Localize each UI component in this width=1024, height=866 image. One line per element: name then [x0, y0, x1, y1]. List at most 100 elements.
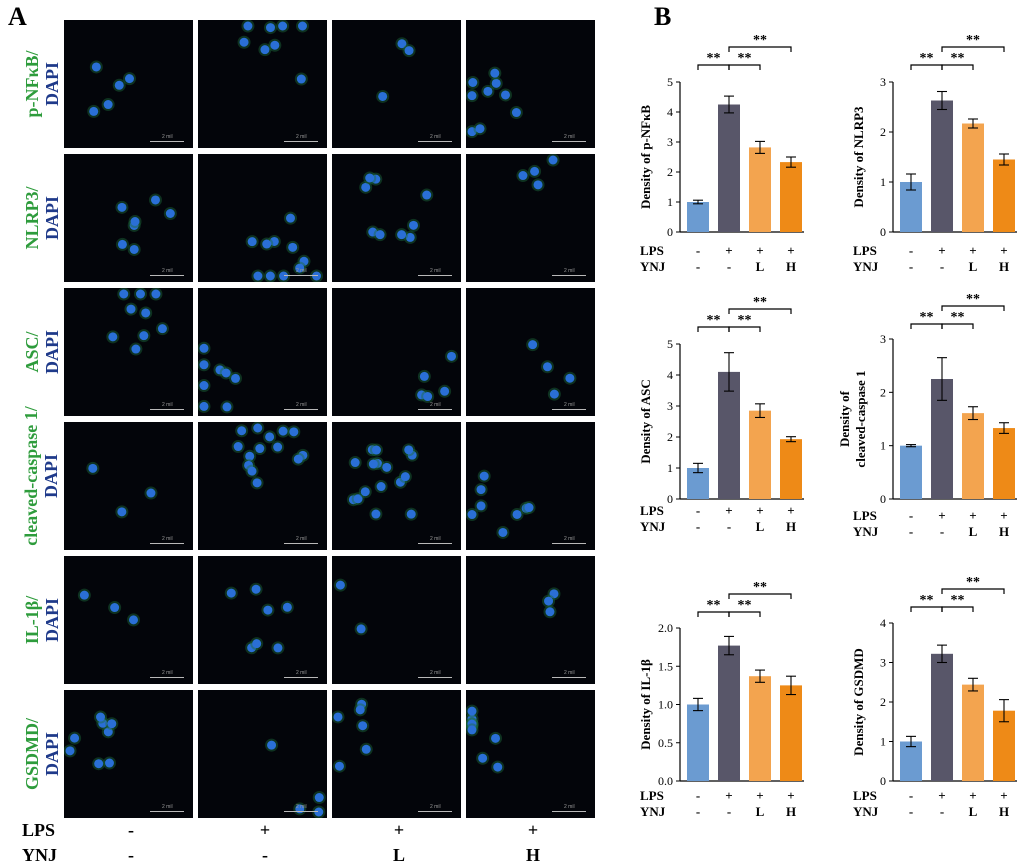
scale-text: 2 mil: [430, 536, 441, 542]
y-tick-label: 3: [880, 332, 886, 346]
micrograph-cell: 2 mil: [198, 556, 327, 684]
ynj-category: H: [786, 519, 796, 534]
ynj-category: H: [999, 259, 1009, 274]
y-axis-label: Density of ASC: [638, 379, 653, 464]
significance-label: **: [951, 593, 965, 608]
scale-bar: [552, 409, 586, 410]
ynj-category: -: [727, 519, 731, 534]
scale-text: 2 mil: [162, 134, 173, 140]
ynj-category: -: [940, 524, 944, 539]
significance-label: **: [707, 598, 721, 613]
bar: [993, 710, 1015, 781]
cell-nucleus: [79, 590, 89, 600]
panel-b-label: B: [654, 2, 672, 31]
cell-nucleus: [282, 602, 292, 612]
cell-nucleus: [368, 227, 378, 237]
cell-nucleus: [498, 527, 508, 537]
cell-nuclei: [64, 710, 119, 771]
cell-nucleus: [117, 202, 127, 212]
cell-nucleus: [267, 740, 277, 750]
cell-nucleus: [199, 343, 209, 353]
scale-bar: [418, 409, 452, 410]
y-tick-label: 3: [880, 75, 886, 89]
cell-nucleus: [296, 74, 306, 84]
lps-category: +: [756, 503, 763, 518]
scale-bar: [150, 409, 184, 410]
y-axis-label: Density of GSDMD: [851, 648, 866, 756]
cell-nucleus: [365, 173, 375, 183]
cell-nucleus: [312, 271, 322, 281]
cell-nucleus: [94, 759, 104, 769]
scale-text: 2 mil: [430, 268, 441, 274]
cond-row-label: LPS: [640, 243, 664, 258]
bar: [900, 445, 922, 499]
y-tick-label: 1: [880, 439, 886, 453]
cell-nuclei: [237, 20, 309, 86]
cell-nuclei: [526, 338, 577, 401]
cell-nuclei: [106, 288, 169, 356]
cell-nucleus: [262, 239, 272, 249]
cell-nuclei: [415, 349, 459, 404]
cell-nucleus: [397, 39, 407, 49]
cell-nucleus: [124, 74, 134, 84]
cell-nucleus: [405, 232, 415, 242]
bar: [993, 428, 1015, 499]
y-tick-label: 0.5: [658, 736, 673, 750]
bar: [900, 182, 922, 232]
bar: [993, 159, 1015, 232]
cell-nucleus: [493, 762, 503, 772]
cond-row-label: LPS: [853, 788, 877, 803]
significance-label: **: [966, 33, 980, 48]
bar: [962, 684, 984, 781]
cell-nucleus: [265, 432, 275, 442]
cell-nucleus: [334, 761, 344, 771]
scale-bar: [150, 677, 184, 678]
cell-nucleus: [278, 426, 288, 436]
scale-text: 2 mil: [296, 134, 307, 140]
lps-category: +: [787, 503, 794, 518]
ynj-category: L: [969, 259, 978, 274]
lps-category: +: [969, 788, 976, 803]
cell-nuclei: [332, 697, 373, 773]
significance-label: **: [966, 575, 980, 590]
bar: [718, 371, 740, 499]
cell-nuclei: [542, 587, 561, 619]
cell-nucleus: [103, 100, 113, 110]
y-tick-label: 2: [880, 125, 886, 139]
scale-text: 2 mil: [430, 670, 441, 676]
significance-bracket: [941, 606, 974, 612]
cell-nucleus: [265, 23, 275, 33]
scale-bar: [284, 409, 318, 410]
scale-bar: [150, 543, 184, 544]
cell-nucleus: [355, 705, 365, 715]
micrograph-cell: 2 mil: [466, 690, 595, 818]
cond-row-label: YNJ: [853, 259, 879, 274]
cell-nucleus: [247, 237, 257, 247]
cell-nucleus: [467, 725, 477, 735]
micrograph-cell: 2 mil: [466, 154, 595, 282]
significance-label: **: [920, 51, 934, 66]
cond-row-label: YNJ: [853, 524, 879, 539]
cell-nucleus: [295, 263, 305, 273]
cell-nucleus: [245, 451, 255, 461]
y-tick-label: 4: [667, 368, 673, 382]
cell-nucleus: [70, 733, 80, 743]
micrograph-cell: 2 mil: [332, 556, 461, 684]
cell-nucleus: [141, 308, 151, 318]
bar: [687, 704, 709, 781]
cond-ynj-label: YNJ: [22, 845, 57, 865]
scale-text: 2 mil: [564, 804, 575, 810]
cond-row-label: YNJ: [853, 804, 879, 819]
ynj-category: -: [696, 259, 700, 274]
bar: [749, 147, 771, 232]
micrograph-cell: 2 mil: [64, 154, 193, 282]
cell-nucleus: [479, 471, 489, 481]
cell-nuclei: [265, 738, 326, 818]
cell-nucleus: [131, 344, 141, 354]
cell-nucleus: [542, 362, 552, 372]
ynj-category: -: [940, 804, 944, 819]
scale-text: 2 mil: [296, 536, 307, 542]
cell-nucleus: [314, 793, 324, 803]
scale-text: 2 mil: [564, 134, 575, 140]
